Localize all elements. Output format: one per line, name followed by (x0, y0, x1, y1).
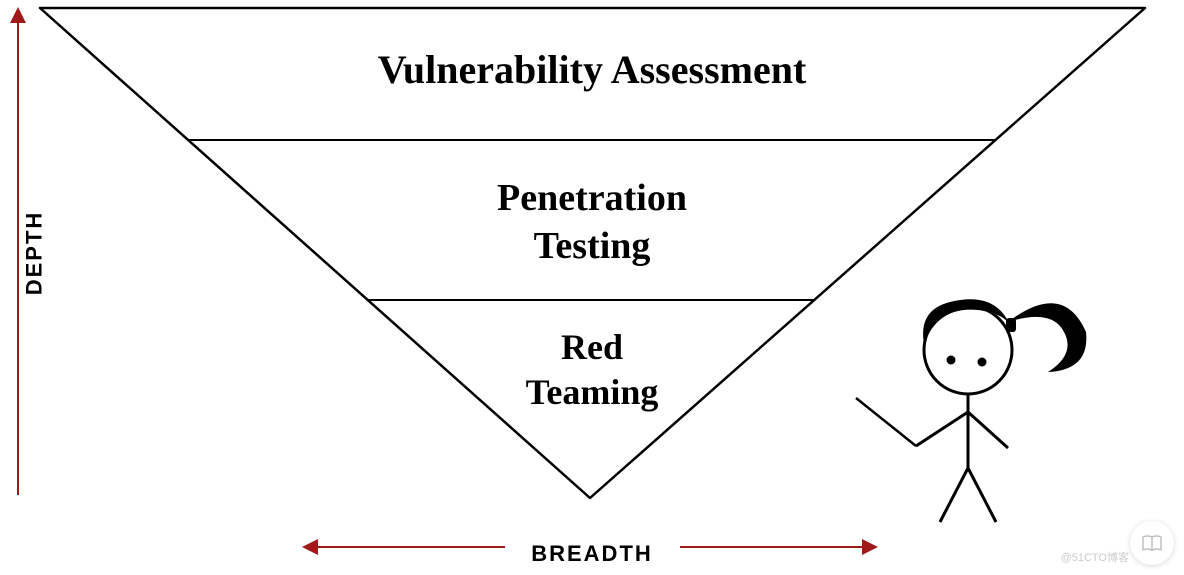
tier-1-label: Vulnerability Assessment (0, 45, 1184, 95)
watermark-text: @51CTO博客 (1061, 549, 1129, 565)
security-testing-funnel-diagram: Vulnerability Assessment Penetration Tes… (0, 0, 1184, 575)
y-axis-label: DEPTH (21, 211, 47, 296)
book-icon[interactable] (1130, 521, 1174, 565)
tier-2-label: Penetration Testing (0, 175, 1184, 270)
tier-3-label: Red Teaming (0, 325, 1184, 415)
x-axis-label: BREADTH (531, 541, 653, 567)
